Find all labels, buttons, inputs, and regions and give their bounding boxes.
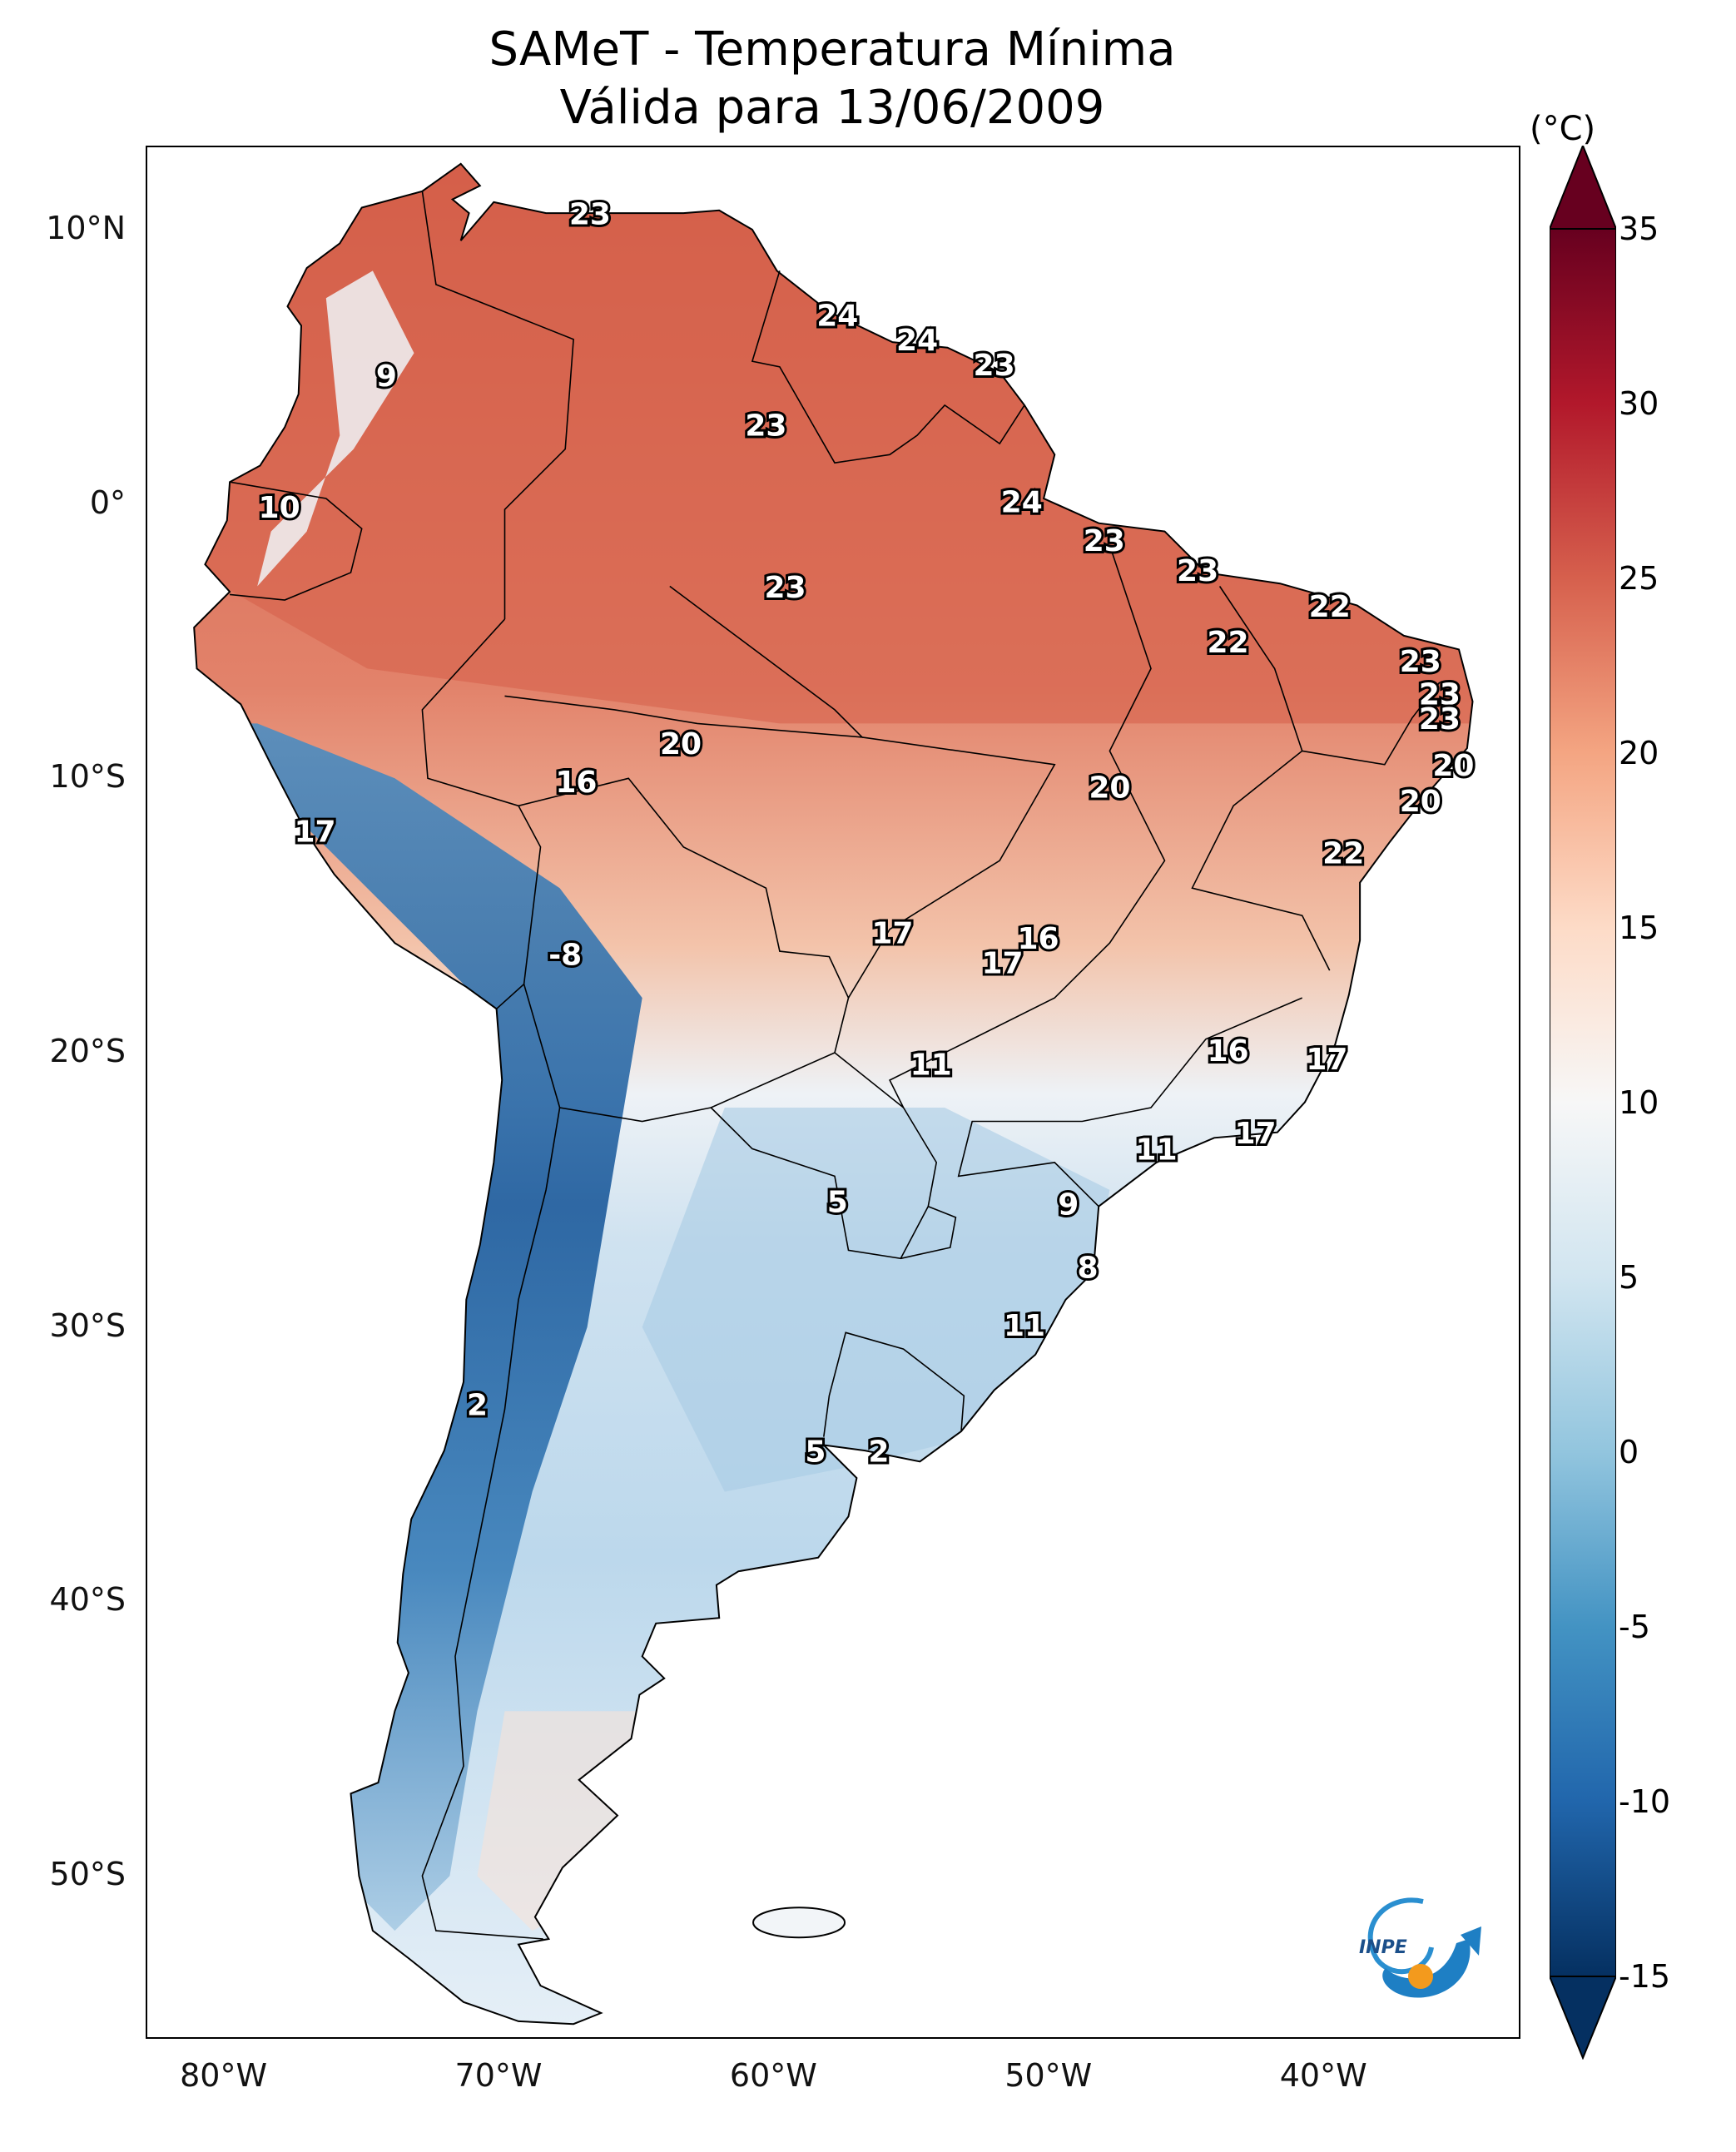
temperature-label: 11 (1136, 1133, 1178, 1168)
temperature-label: 11 (1004, 1309, 1045, 1343)
temperature-label: 20 (660, 727, 702, 761)
temperature-label: 22 (1322, 837, 1364, 871)
south-america-landmass (193, 162, 1474, 2026)
northern-andes-cool (257, 270, 414, 587)
temperature-label: 17 (981, 947, 1023, 981)
border-line (229, 481, 363, 601)
temperature-label: 16 (555, 766, 597, 800)
border-line (518, 777, 850, 1123)
colorbar-max-extend (1550, 146, 1616, 230)
falkland-islands (752, 1907, 846, 1939)
temperature-label: 11 (910, 1049, 952, 1083)
longitude-tick-label: 50°W (1004, 2057, 1093, 2094)
border-line (957, 997, 1303, 1207)
map-panel: 23 24 24 23 9 23 24 10 23 23 23 22 22 23 23 23 20 20 16 20 2… (146, 146, 1520, 2039)
colorbar-tick-label: 5 (1619, 1259, 1639, 1296)
temperature-label: 9 (1058, 1188, 1079, 1222)
latitude-tick-label: 0° (89, 483, 126, 521)
temperature-label: 23 (569, 197, 611, 231)
colorbar-tick-label: 25 (1619, 560, 1659, 597)
border-line (900, 1205, 957, 1260)
border-line (847, 736, 1056, 999)
border-line (823, 1331, 965, 1437)
latitude-tick-label: 20°S (49, 1033, 126, 1070)
colorbar-tick-label: -10 (1619, 1783, 1671, 1820)
inpe-logo: INPE (1344, 1877, 1494, 2014)
border-line (1302, 682, 1441, 766)
border-line (504, 585, 865, 738)
temperature-label: 22 (1207, 626, 1248, 660)
map-title: SAMeT - Temperatura Mínima (489, 22, 1176, 77)
colorbar-tick-label: 15 (1619, 910, 1659, 946)
temperature-label: 17 (1306, 1043, 1347, 1077)
temperature-label: 24 (816, 299, 858, 333)
latitude-tick-label: 30°S (49, 1307, 126, 1344)
temperature-label: 23 (1419, 702, 1461, 736)
border-line (751, 270, 1025, 464)
temperature-label: 24 (896, 324, 938, 358)
longitude-tick-label: 40°W (1279, 2057, 1367, 2094)
temperature-label: 23 (745, 409, 786, 443)
colorbar-body (1550, 228, 1616, 1977)
temperature-label: 22 (1309, 590, 1351, 624)
temperature-label: 23 (1177, 554, 1218, 588)
temperature-label: 2 (868, 1435, 889, 1469)
temperature-label: 23 (1419, 677, 1461, 712)
temperature-label: 17 (1234, 1117, 1276, 1151)
colorbar-tick-label: -15 (1619, 1958, 1671, 1995)
temperature-label: 9 (376, 359, 397, 394)
latitude-tick-label: 10°S (49, 758, 126, 796)
temperature-label: 5 (805, 1435, 826, 1469)
colorbar-tick-label: 35 (1619, 211, 1659, 247)
border-line (421, 1107, 561, 1940)
temperature-label: 5 (827, 1185, 848, 1219)
latitude-tick-label: 10°N (46, 209, 126, 246)
colorbar-tick-label: 30 (1619, 385, 1659, 422)
temperature-label: 24 (1001, 486, 1043, 520)
colorbar-tick-label: 0 (1619, 1434, 1639, 1470)
temperature-label: 20 (1089, 771, 1130, 806)
latitude-tick-label: 40°S (49, 1581, 126, 1619)
temperature-label: 23 (1400, 645, 1441, 679)
colorbar-min-extend (1550, 1976, 1616, 2060)
coastline (193, 162, 1474, 2026)
temperature-label: 23 (1084, 524, 1125, 558)
latitude-tick-label: 50°S (49, 1856, 126, 1893)
border-line (1191, 586, 1331, 971)
colorbar-tick-label: 10 (1619, 1084, 1659, 1121)
colorbar-unit: (°C) (1530, 110, 1596, 148)
temperature-label: 17 (871, 916, 913, 950)
temperature-label: 20 (1400, 785, 1441, 819)
colorbar-tick-label: 20 (1619, 735, 1659, 771)
country-borders (229, 191, 1441, 1940)
temperature-label: 20 (1432, 749, 1474, 783)
temperature-label: -8 (548, 939, 582, 973)
temperature-label: 23 (764, 571, 806, 605)
temperature-label: 16 (1207, 1034, 1248, 1069)
warm-zone (194, 163, 1473, 724)
longitude-tick-label: 80°W (180, 2057, 268, 2094)
svg-text:INPE: INPE (1359, 1937, 1407, 1958)
map-subtitle: Válida para 13/06/2009 (559, 81, 1105, 135)
longitude-tick-label: 60°W (729, 2057, 817, 2094)
temperature-label: 10 (259, 491, 300, 525)
temperature-label: 23 (974, 349, 1015, 383)
border-line (889, 544, 1166, 1108)
temperature-label: 8 (1077, 1252, 1098, 1286)
border-line (421, 191, 574, 620)
temperature-label: 16 (1017, 922, 1059, 956)
longitude-tick-label: 70°W (454, 2057, 543, 2094)
colorbar-tick-label: -5 (1619, 1609, 1650, 1645)
colorbar (1550, 146, 1616, 2060)
temperature-label: 2 (467, 1388, 488, 1422)
temperature-label: 17 (294, 815, 335, 849)
patagonia-mild-zone (477, 1711, 642, 1931)
